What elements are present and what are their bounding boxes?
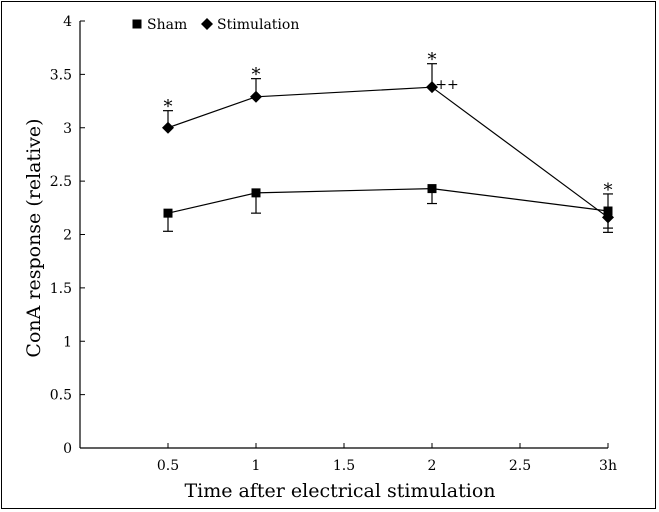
significance-star: * <box>604 180 613 201</box>
data-point <box>163 208 173 218</box>
data-point <box>426 81 438 94</box>
series-layer <box>162 63 614 233</box>
annotations: * * * ++ * <box>164 50 613 201</box>
series-line <box>167 86 609 218</box>
significance-star: * <box>252 65 261 86</box>
axes <box>79 21 608 449</box>
y-tick-label: 4 <box>63 14 72 30</box>
y-tick-label: 1 <box>63 334 72 350</box>
y-tick-label: 3.5 <box>50 67 72 83</box>
y-tick-label: 1.5 <box>50 281 72 297</box>
ticks: 0 0.5 1 1.5 2 2.5 3 3.5 4 0.5 1 1.5 2 2.5 3h <box>50 14 617 474</box>
x-axis-label: Time after electrical stimulation <box>184 480 495 502</box>
y-tick-label: 0 <box>63 441 72 457</box>
y-tick-label: 2.5 <box>50 174 72 190</box>
data-point <box>602 211 614 224</box>
data-point <box>603 206 613 216</box>
series-sham <box>163 184 613 232</box>
legend-label-stimulation: Stimulation <box>217 17 299 33</box>
legend-marker-stimulation <box>201 18 213 30</box>
legend: Sham Stimulation <box>132 17 299 33</box>
y-tick-label: 0.5 <box>50 388 72 404</box>
legend-label-sham: Sham <box>147 17 187 33</box>
x-tick-label: 0.5 <box>157 458 179 474</box>
data-point <box>250 90 262 103</box>
y-axis-label: ConA response (relative) <box>23 118 45 357</box>
series-line <box>167 187 609 214</box>
data-point <box>427 184 437 194</box>
x-tick-label: 2.5 <box>509 458 531 474</box>
x-tick-label: 3h <box>599 458 617 474</box>
x-tick-label: 1 <box>252 458 261 474</box>
legend-marker-sham <box>132 19 142 29</box>
x-tick-label: 1.5 <box>333 458 355 474</box>
significance-star: * <box>428 50 437 71</box>
series-stimulation <box>162 63 614 233</box>
significance-star: * <box>164 97 173 118</box>
y-tick-label: 3 <box>63 121 72 137</box>
significance-plus: ++ <box>435 77 458 93</box>
data-point <box>251 188 261 198</box>
y-tick-label: 2 <box>63 228 72 244</box>
data-point <box>162 121 174 134</box>
x-tick-label: 2 <box>428 458 437 474</box>
